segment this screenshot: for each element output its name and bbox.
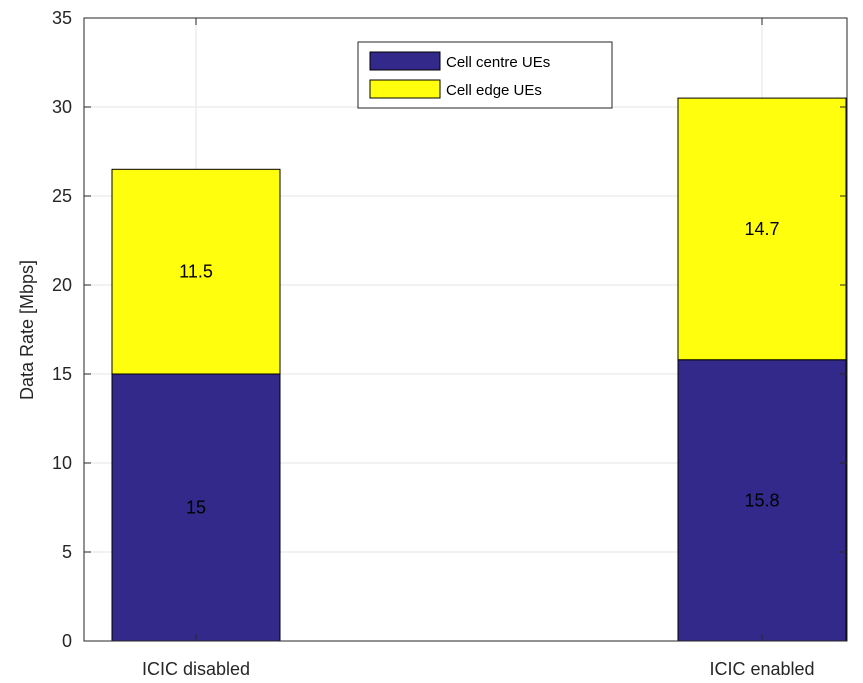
data-labels: 15 11.5 15.8 14.7 — [179, 219, 779, 518]
x-tick-label: ICIC enabled — [709, 659, 814, 679]
legend-swatch — [369, 79, 441, 99]
bar-segment — [111, 168, 281, 375]
y-tick-label: 0 — [62, 631, 72, 651]
legend: Cell centre UEs Cell edge UEs — [357, 41, 613, 109]
y-axis-title: Data Rate [Mbps] — [17, 260, 37, 400]
y-tick-label: 25 — [52, 186, 72, 206]
axes: 0 5 10 15 20 25 30 35 ICIC disabled ICIC enabled — [52, 8, 848, 679]
y-tick-label: 35 — [52, 8, 72, 28]
legend-label: Cell edge UEs — [446, 82, 542, 99]
bars — [111, 97, 847, 642]
y-tick-label: 15 — [52, 364, 72, 384]
data-label: 11.5 — [179, 262, 213, 282]
legend-swatch — [369, 51, 441, 71]
plot-frame — [83, 17, 848, 642]
legend-label: Cell centre UEs — [446, 54, 550, 71]
y-tick-label: 5 — [62, 542, 72, 562]
bar-segment — [677, 97, 847, 361]
x-tick-label: ICIC disabled — [142, 659, 250, 679]
y-tick-label: 30 — [52, 97, 72, 117]
y-tick-label: 20 — [52, 275, 72, 295]
y-tick-label: 10 — [52, 453, 72, 473]
data-label: 15.8 — [744, 490, 779, 510]
data-label: 15 — [186, 498, 206, 518]
data-label: 14.7 — [744, 219, 779, 239]
